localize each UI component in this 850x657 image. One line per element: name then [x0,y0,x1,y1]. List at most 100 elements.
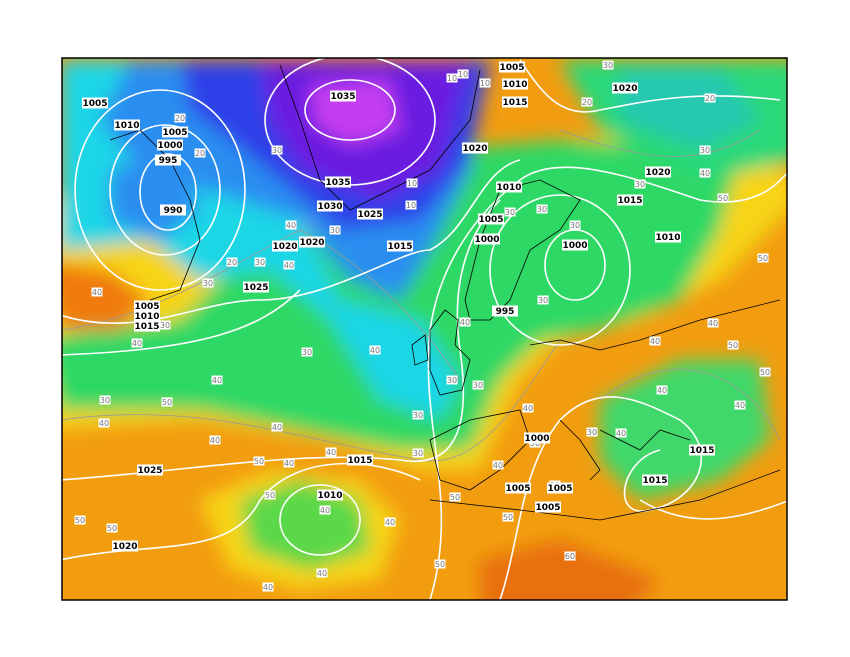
thickness-label-text: 30 [538,296,548,305]
pressure-label-box [502,96,528,108]
thickness-label-box [586,427,598,437]
thickness-label-text: 40 [326,448,336,457]
thickness-label: 50 [717,193,729,203]
pressure-label: 1005 [535,501,561,513]
thickness-label: 40 [656,385,668,395]
pressure-label-text: 1020 [645,168,670,178]
pressure-label: 1025 [137,464,163,476]
thickness-label-box [283,458,295,468]
pressure-label: 1020 [612,82,638,94]
thickness-label: 30 [254,257,266,267]
pressure-label: 1015 [689,444,715,456]
thickness-label: 40 [262,582,274,592]
thickness-label-box [699,145,711,155]
thickness-label-box [98,418,110,428]
thickness-label-box [457,69,469,79]
pressure-label-box [114,119,140,131]
pressure-label-box [317,200,343,212]
pressure-label-text: 1005 [82,99,107,109]
thickness-label-box [449,492,461,502]
thickness-label-text: 40 [317,569,327,578]
thickness-label-text: 40 [284,459,294,468]
pressure-label-box [299,236,325,248]
pressure-label-box [642,474,668,486]
thickness-label-text: 50 [75,516,85,525]
thickness-label-text: 50 [450,493,460,502]
thickness-label-box [717,193,729,203]
pressure-label-text: 1000 [157,141,182,151]
thickness-label-box [649,336,661,346]
pressure-label-text: 1010 [114,121,139,131]
thickness-label-box [271,145,283,155]
thickness-label: 40 [319,505,331,515]
pressure-label-box [317,489,343,501]
thickness-label-box [634,179,646,189]
pressure-label: 1000 [157,139,183,151]
thickness-label-box [384,517,396,527]
thickness-label-text: 40 [385,518,395,527]
thickness-label: 20 [581,97,593,107]
thickness-label-text: 40 [370,346,380,355]
thickness-label: 40 [369,345,381,355]
thickness-label-text: 40 [700,169,710,178]
pressure-label-text: 1020 [272,242,297,252]
thickness-label-box [704,93,716,103]
pressure-label: 1000 [562,239,588,251]
thickness-label: 40 [649,336,661,346]
thickness-label-text: 40 [735,401,745,410]
pressure-label: 1000 [524,432,550,444]
thickness-label: 30 [472,380,484,390]
thickness-label-text: 50 [265,491,275,500]
thickness-label-text: 50 [254,457,264,466]
pressure-label-text: 1000 [562,241,587,251]
thickness-label: 40 [316,568,328,578]
pressure-label-box [155,154,181,166]
pressure-label-text: 990 [164,206,183,216]
pressure-label: 1035 [325,176,351,188]
pressure-label: 1010 [317,489,343,501]
thickness-label-text: 10 [480,79,490,88]
pressure-label-text: 1020 [112,542,137,552]
pressure-label-text: 1005 [505,484,530,494]
thickness-label: 30 [699,145,711,155]
thickness-label: 30 [536,204,548,214]
thickness-label: 40 [459,317,471,327]
thickness-label: 30 [586,427,598,437]
thickness-label-box [316,568,328,578]
thickness-label: 30 [634,179,646,189]
thickness-label-text: 30 [203,279,213,288]
thickness-label-text: 40 [650,337,660,346]
thickness-label-box [262,582,274,592]
thickness-label-text: 50 [760,368,770,377]
thickness-label: 40 [131,338,143,348]
pressure-label-text: 1035 [330,92,355,102]
thickness-label-box [406,178,418,188]
pressure-label-box [82,97,108,109]
thickness-label-box [253,456,265,466]
pressure-label-box [387,240,413,252]
thickness-label-box [254,257,266,267]
thickness-label-box [264,490,276,500]
pressure-label: 1005 [478,213,504,225]
thickness-label: 30 [99,395,111,405]
thickness-label-text: 30 [413,449,423,458]
thickness-label-text: 50 [503,513,513,522]
thickness-label-box [74,515,86,525]
thickness-label-text: 40 [523,404,533,413]
thickness-label: 50 [449,492,461,502]
pressure-label-box [160,204,186,216]
pressure-label-text: 1015 [134,322,159,332]
thickness-label-box [564,551,576,561]
pressure-label-box [243,281,269,293]
pressure-label: 990 [160,204,186,216]
pressure-label-box [462,142,488,154]
thickness-label-box [757,253,769,263]
thickness-label: 40 [492,460,504,470]
thickness-label-box [472,380,484,390]
thickness-label: 60 [564,551,576,561]
thickness-label-text: 30 [587,428,597,437]
thickness-label: 50 [759,367,771,377]
pressure-label: 1020 [645,166,671,178]
pressure-label-box [645,166,671,178]
thickness-label-box [569,220,581,230]
